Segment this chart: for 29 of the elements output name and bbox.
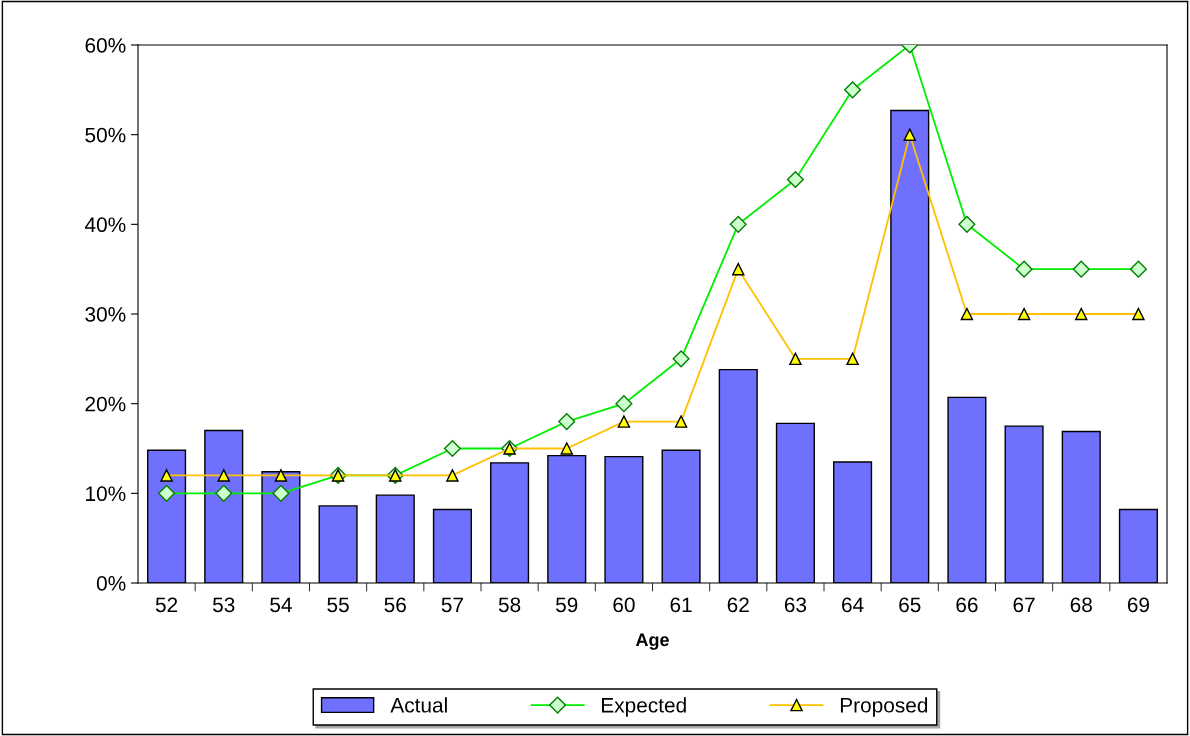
x-tick-label: 59 bbox=[556, 597, 578, 613]
legend-label: Proposed bbox=[840, 697, 928, 717]
y-tick-label: 50% bbox=[85, 127, 126, 143]
y-tick-label: 10% bbox=[86, 486, 126, 502]
x-tick-label: 61 bbox=[670, 597, 692, 613]
x-tick-label: 58 bbox=[498, 597, 521, 613]
x-tick-label: 64 bbox=[842, 597, 864, 613]
x-tick-label: 53 bbox=[213, 597, 235, 613]
y-tick-label: 60% bbox=[85, 38, 126, 53]
y-tick-label: 30% bbox=[85, 307, 126, 322]
x-tick-label: 57 bbox=[441, 597, 463, 613]
x-tick-label: 56 bbox=[384, 597, 406, 613]
legend-label: Expected bbox=[602, 697, 686, 717]
x-tick-label: 63 bbox=[784, 597, 807, 613]
y-tick-label: 40% bbox=[84, 217, 126, 233]
x-tick-label: 55 bbox=[327, 597, 349, 613]
x-tick-label: 54 bbox=[270, 597, 292, 613]
x-tick-label: 62 bbox=[727, 597, 749, 613]
x-tick-label: 52 bbox=[155, 597, 178, 613]
x-tick-label: 67 bbox=[1013, 597, 1035, 613]
x-tick-label: 60 bbox=[613, 597, 635, 613]
legend-label: Actual bbox=[390, 697, 447, 713]
y-tick-label: 20% bbox=[85, 396, 126, 412]
x-axis-title: Age bbox=[635, 633, 669, 650]
x-tick-label: 66 bbox=[956, 597, 978, 613]
x-tick-label: 65 bbox=[899, 597, 921, 613]
y-tick-label: 0% bbox=[96, 576, 126, 591]
x-tick-label: 69 bbox=[1127, 597, 1150, 613]
x-tick-label: 68 bbox=[1070, 597, 1092, 613]
